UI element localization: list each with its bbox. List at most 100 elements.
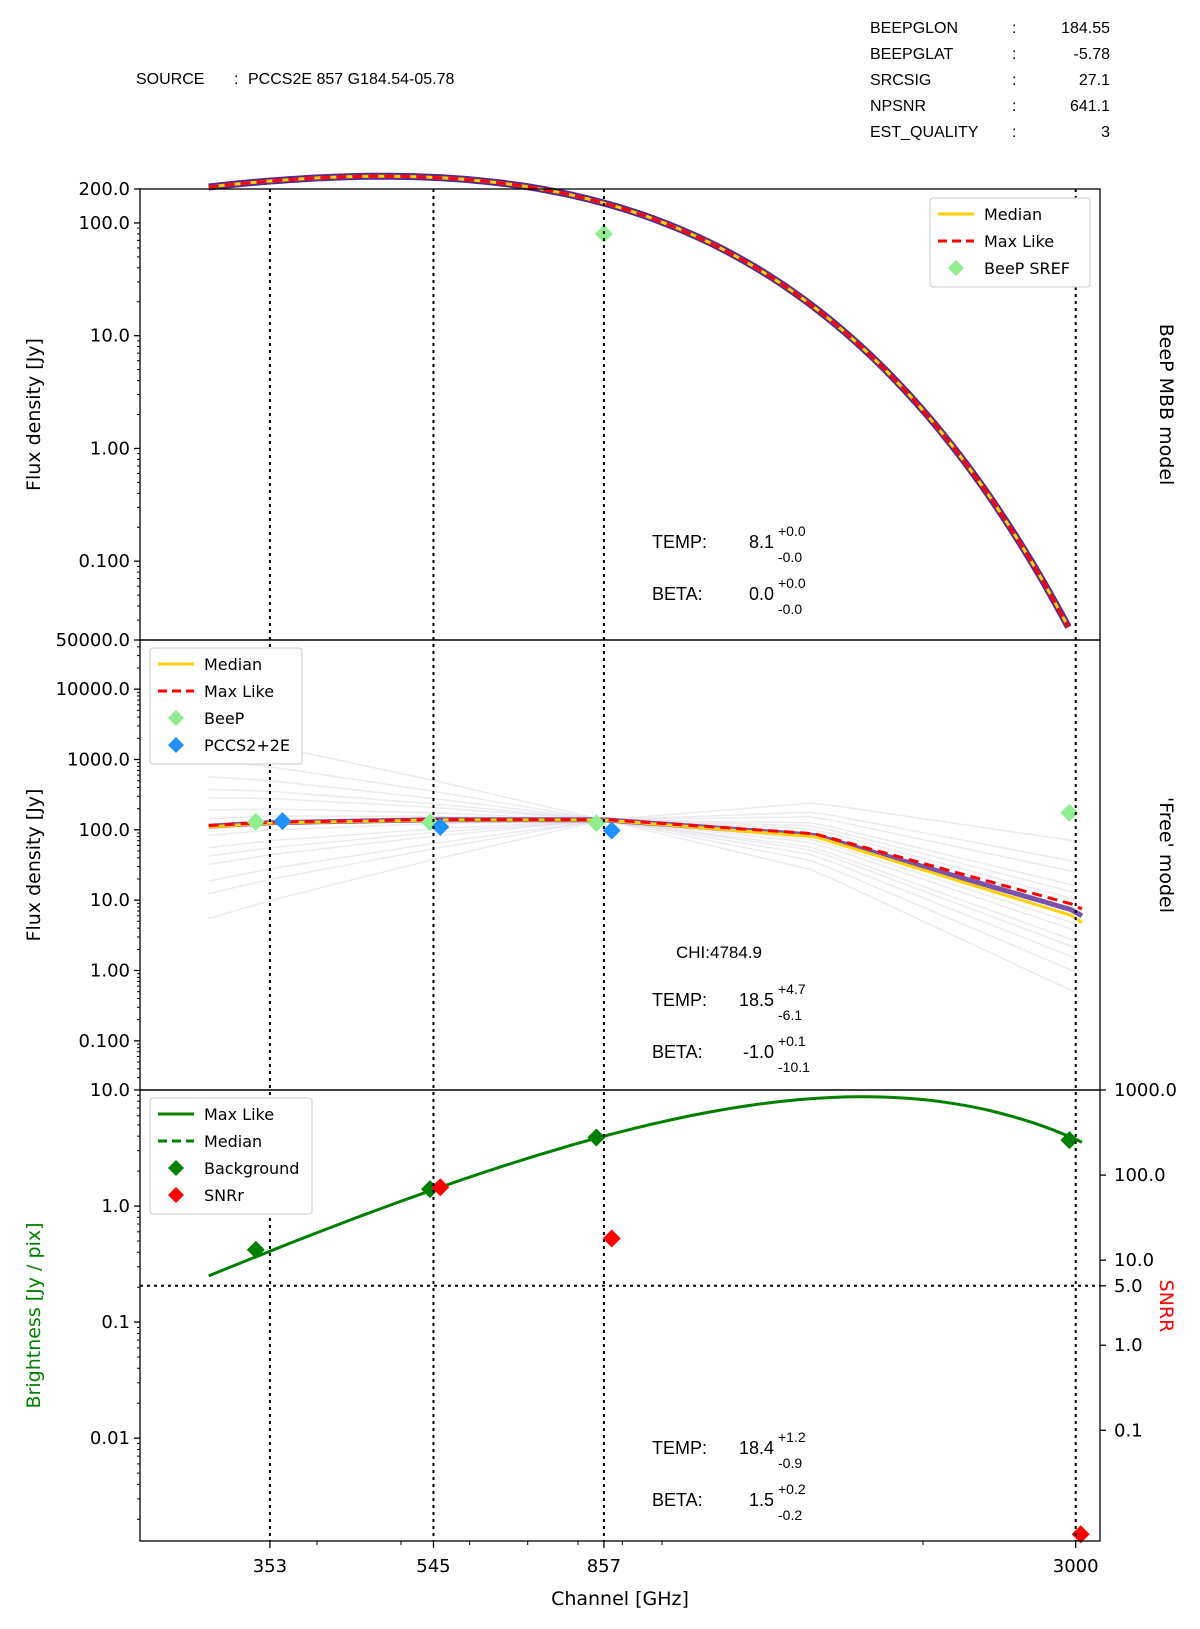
x-tick-label: 353 (253, 1556, 287, 1577)
legend-swatch (168, 1160, 184, 1176)
annotation-plus-error: +4.7 (778, 981, 806, 997)
max-like-line (208, 818, 1083, 911)
annotation-plus-error: +0.0 (778, 523, 806, 539)
y2-tick-label: 1000.0 (1114, 1080, 1177, 1101)
max-like-line (208, 174, 1070, 628)
snr-point (602, 1229, 621, 1248)
legend-label: Median (984, 205, 1042, 224)
annotation-minus-error: -0.0 (778, 549, 802, 565)
meta-key: NPSNR (870, 98, 927, 115)
legend-label: Background (204, 1159, 299, 1178)
annotation-param-label: BETA: (652, 1042, 703, 1062)
y-tick-label: 0.100 (78, 1031, 130, 1052)
annotation-param-label: BETA: (652, 584, 703, 604)
meta-row-est-quality: EST_QUALITY : 3 (870, 124, 1110, 146)
annotation-plus-error: +0.2 (778, 1481, 806, 1497)
snr-point (1071, 1525, 1090, 1544)
meta-row-beepglon: BEEPGLON : 184.55 (870, 20, 1110, 42)
legend-label: Max Like (984, 232, 1054, 251)
annotation-param-label: TEMP: (652, 532, 707, 552)
panel-model-label: 'Free' model (1155, 797, 1177, 913)
annotation-value: -1.0 (743, 1042, 774, 1062)
posterior-sample-line (208, 776, 1076, 959)
meta-value: 27.1 (1078, 72, 1110, 89)
posterior-sample-line (208, 788, 1076, 949)
meta-value: -5.78 (1073, 46, 1110, 63)
legend-label: PCCS2+2E (204, 736, 290, 755)
legend-label: BeeP SREF (984, 259, 1070, 278)
meta-value: 641.1 (1069, 98, 1110, 115)
legend-swatch (168, 710, 184, 726)
panel-frame (139, 1089, 1101, 1542)
y-tick-label: 10000.0 (56, 679, 130, 700)
pccs-point (273, 812, 292, 831)
meta-value: 3 (1101, 124, 1110, 141)
y-tick-label: 1.00 (90, 961, 130, 982)
y-tick-label: 0.1 (101, 1312, 130, 1333)
y-tick-label: 10.0 (90, 1080, 130, 1101)
annotation-param-label: BETA: (652, 1490, 703, 1510)
meta-sep: : (1012, 72, 1017, 89)
y-tick-label: 10.0 (90, 326, 130, 347)
legend-label: Max Like (204, 1105, 274, 1124)
annotation-param-label: TEMP: (652, 990, 707, 1010)
meta-key: SRCSIG (870, 72, 932, 89)
posterior-sample-line (208, 759, 1076, 973)
y-axis-label: Flux density [Jy] (23, 789, 45, 942)
y-tick-label: 100.0 (78, 820, 130, 841)
annotation-chi: CHI:4784.9 (676, 943, 762, 962)
legend-middle (149, 647, 303, 765)
legend-swatch (948, 260, 964, 276)
meta-sep: : (1012, 98, 1017, 115)
meta-key: BEEPGLAT (870, 46, 954, 63)
y2-tick-label: 100.0 (1114, 1165, 1166, 1186)
meta-row-beepglat: BEEPGLAT : -5.78 (870, 46, 1110, 68)
pccs-point (431, 817, 450, 836)
y-tick-label: 0.100 (78, 551, 130, 572)
annotation-plus-error: +0.1 (778, 1033, 806, 1049)
legend-swatch (168, 737, 184, 753)
background-point (1060, 1131, 1079, 1150)
y-tick-label: 0.01 (90, 1428, 130, 1449)
legend-swatch (168, 1187, 184, 1203)
annotation-minus-error: -10.1 (778, 1059, 810, 1075)
annotation-value: 18.4 (739, 1438, 774, 1458)
x-tick-label: 545 (416, 1556, 450, 1577)
source-value: PCCS2E 857 G184.54-05.78 (248, 71, 455, 88)
annotation-minus-error: -0.2 (778, 1507, 802, 1523)
y-tick-label: 200.0 (78, 179, 130, 200)
y-tick-label: 50000.0 (56, 630, 130, 651)
beep-point (1060, 803, 1079, 822)
annotation-value: 8.1 (749, 532, 774, 552)
legend-label: Max Like (204, 682, 274, 701)
meta-sep: : (1012, 20, 1017, 37)
y-axis-label: Flux density [Jy] (23, 338, 45, 491)
background-point (246, 1240, 265, 1259)
meta-row-srcsig: SRCSIG : 27.1 (870, 72, 1110, 94)
legend-label: Median (204, 1132, 262, 1151)
annotation-minus-error: -6.1 (778, 1007, 802, 1023)
posterior-sample-line (208, 802, 1076, 920)
panel-model-label: BeeP MBB model (1155, 324, 1177, 486)
annotation-value: 1.5 (749, 1490, 774, 1510)
background-point (587, 1128, 606, 1147)
meta-key: EST_QUALITY (870, 124, 979, 141)
pccs-point (602, 821, 621, 840)
annotation-plus-error: +0.0 (778, 575, 806, 591)
posterior-sample-line (208, 734, 1077, 994)
posterior-sample-line (208, 815, 1076, 882)
annotation-minus-error: -0.0 (778, 601, 802, 617)
legend-label: BeeP (204, 709, 245, 728)
meta-value: 184.55 (1061, 20, 1110, 37)
y2-tick-label: 5.0 (1114, 1276, 1143, 1297)
x-tick-label: 3000 (1053, 1556, 1099, 1577)
legend-top (929, 197, 1091, 288)
y-tick-label: 1.00 (90, 438, 130, 459)
legend-bottom (149, 1097, 313, 1215)
source-colon: : (234, 71, 239, 88)
meta-key: BEEPGLON (870, 20, 959, 37)
meta-row-npsnr: NPSNR : 641.1 (870, 98, 1110, 120)
x-axis-label: Channel [GHz] (551, 1588, 689, 1610)
x-tick-label: 857 (587, 1556, 621, 1577)
